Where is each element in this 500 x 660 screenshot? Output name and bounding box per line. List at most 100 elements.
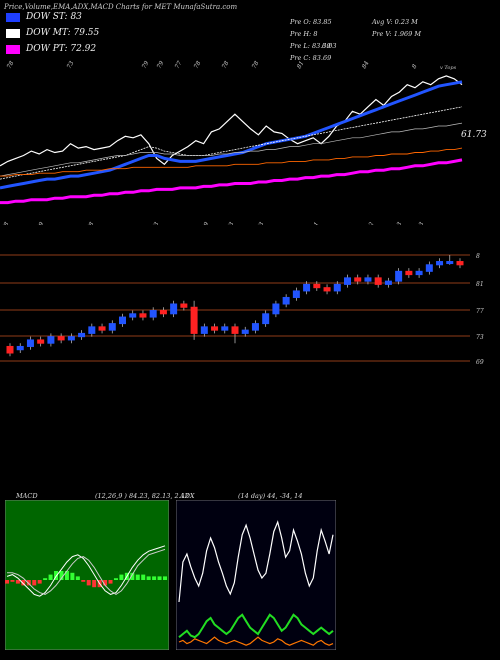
candlestick-chart: 8 81 77 73 69 xyxy=(0,253,484,366)
candle-body xyxy=(364,277,372,282)
bottom-label: 82 xyxy=(366,221,376,225)
legend-swatch xyxy=(6,28,20,38)
prev-high: Pre H: 8 xyxy=(290,30,318,38)
macd-histogram-bar xyxy=(54,571,59,580)
prev-high-cont: 6.03 xyxy=(322,42,337,50)
price-axis-label: 77 xyxy=(476,308,484,315)
candle-body xyxy=(211,326,219,331)
macd-label: MACD xyxy=(16,492,38,500)
macd-histogram-bar xyxy=(59,571,64,580)
price-line xyxy=(0,75,463,167)
stats-col-2: Avg V: 0.23 M Pre V: 1.969 M xyxy=(372,16,421,40)
candle-body xyxy=(241,329,249,334)
top-label: 78 xyxy=(6,60,16,70)
last-value-label: 61.73 xyxy=(461,130,487,140)
bottom-label: 83 xyxy=(416,221,426,225)
bottom-label: 81 xyxy=(311,221,321,225)
top-label: 84 xyxy=(361,60,371,70)
adx-values: (14 day) 44, -34, 14 xyxy=(238,492,303,500)
candle-body xyxy=(221,326,229,331)
macd-histogram-bar xyxy=(64,571,69,580)
macd-histogram-bar xyxy=(163,576,167,580)
macd-histogram-bar xyxy=(70,572,75,580)
candle-body xyxy=(190,306,198,334)
candle-body xyxy=(344,277,351,285)
candle-body xyxy=(323,287,331,292)
top-label: 73 xyxy=(66,60,76,70)
ema-longest-line xyxy=(0,158,463,205)
stats-col-1: Pre O: 83.85 Pre H: 8 Pre L: 83.30 Pre C… xyxy=(290,16,332,64)
candle-body xyxy=(292,290,300,298)
candle-body xyxy=(251,323,259,331)
legend-label: DOW MT: 79.55 xyxy=(26,28,100,38)
adx-label: ADX xyxy=(180,492,195,500)
bottom-label: 73 xyxy=(256,221,266,225)
top-label: v Tops xyxy=(440,65,457,71)
candle-body xyxy=(354,277,362,282)
macd-histogram-bar xyxy=(21,580,26,586)
candle-body xyxy=(67,336,75,341)
price-axis-label: 8 xyxy=(476,253,480,260)
candle-body xyxy=(98,326,106,331)
legend-item: DOW PT: 72.92 xyxy=(6,44,96,54)
macd-histogram-bar xyxy=(113,578,118,580)
top-label: 8 xyxy=(411,63,419,70)
prev-open: Pre O: 83.85 xyxy=(290,18,332,26)
legend-item: DOW ST: 83 xyxy=(6,12,82,22)
candle-body xyxy=(170,303,178,315)
candle-body xyxy=(57,336,65,341)
candle-body xyxy=(425,264,433,272)
macd-histogram-bar xyxy=(37,580,42,584)
top-label: 78 xyxy=(193,60,203,70)
candle-body xyxy=(149,310,157,318)
candle-body xyxy=(129,313,137,318)
top-label: 78 xyxy=(251,60,261,70)
prev-close: Pre C: 83.69 xyxy=(290,54,332,62)
prev-low: Pre L: 83.30 xyxy=(290,42,331,50)
macd-histogram-bar xyxy=(103,580,108,586)
ema-chart: 78 73 79 79 77 78 78 78 81 84 8 v Tops 78 69 78 73 69 73 7… xyxy=(0,60,487,225)
candle-body xyxy=(159,310,167,315)
bottom-label: 73 xyxy=(226,221,236,225)
bottom-label: 83 xyxy=(394,221,404,225)
top-label: 79 xyxy=(141,60,151,70)
minus-di-line xyxy=(178,636,334,646)
legend-label: DOW ST: 83 xyxy=(26,12,82,22)
candle-body xyxy=(200,326,208,334)
macd-values: (12,26,9 ) 84.23, 82.13, 2.12 xyxy=(95,492,189,500)
macd-histogram-bar xyxy=(135,574,140,580)
price-axis-label: 69 xyxy=(476,359,484,366)
macd-histogram-bar xyxy=(32,580,37,586)
macd-histogram-bar xyxy=(81,580,86,582)
macd-histogram-bar xyxy=(48,574,53,580)
candle-body xyxy=(405,270,413,276)
ema-short-line xyxy=(0,80,463,190)
adx-line xyxy=(178,520,334,603)
macd-signal-line xyxy=(7,548,166,595)
macd-histogram-bar xyxy=(152,576,157,580)
candle-body xyxy=(180,303,188,308)
candle-body xyxy=(282,296,290,305)
candle-body xyxy=(395,270,403,282)
macd-histogram-bar xyxy=(86,580,91,586)
candle-body xyxy=(446,261,454,265)
bottom-label: 78 xyxy=(86,221,96,225)
candle-body xyxy=(272,303,280,315)
candle-body xyxy=(37,339,45,344)
candle-body xyxy=(26,339,34,347)
candle-body xyxy=(313,283,321,289)
adx-background xyxy=(176,500,336,650)
candle-body xyxy=(6,345,14,354)
bottom-label: 73 xyxy=(151,221,161,225)
bottom-label: 69 xyxy=(36,221,46,225)
top-label: 78 xyxy=(221,60,231,70)
top-label: 77 xyxy=(174,60,184,70)
macd-histogram-bar xyxy=(146,576,151,580)
candle-body xyxy=(436,261,444,266)
macd-histogram-bar xyxy=(5,580,9,584)
price-axis-label: 73 xyxy=(476,334,484,341)
candle-body xyxy=(374,277,382,285)
legend-swatch xyxy=(6,44,20,54)
macd-histogram-bar xyxy=(43,578,48,580)
candle-body xyxy=(303,283,311,292)
